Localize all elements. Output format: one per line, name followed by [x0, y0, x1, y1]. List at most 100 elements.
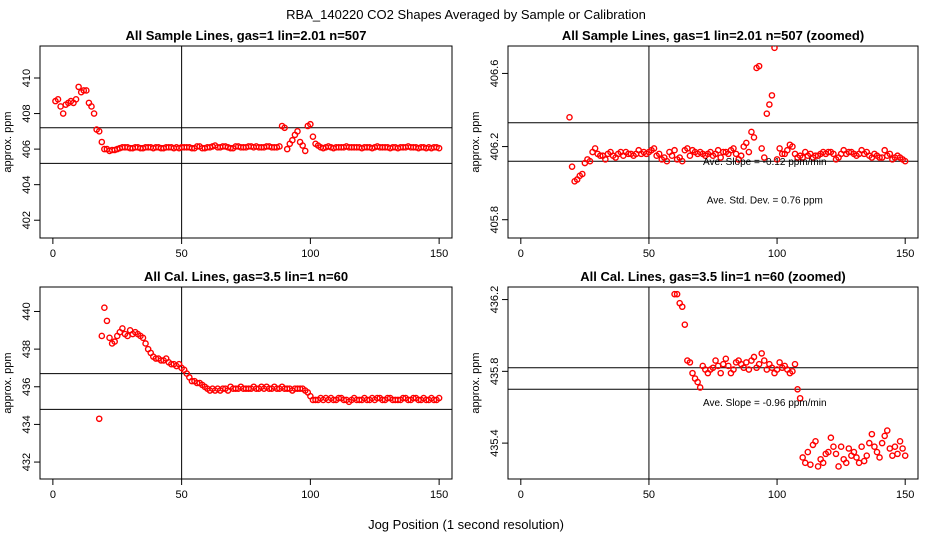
figure-title: RBA_140220 CO2 Shapes Averaged by Sample… — [286, 7, 646, 22]
data-series — [671, 290, 909, 470]
data-point — [871, 443, 878, 451]
data-point — [307, 120, 314, 128]
data-point — [799, 454, 806, 461]
data-point — [98, 332, 106, 340]
data-point — [435, 144, 443, 152]
data-series — [95, 304, 443, 423]
y-tick-label: 435.8 — [489, 358, 501, 386]
x-tick-label: 50 — [176, 489, 188, 501]
data-point — [54, 96, 62, 103]
data-point — [878, 439, 886, 447]
data-point — [794, 385, 801, 393]
data-point — [748, 128, 755, 136]
data-point — [804, 448, 812, 456]
data-point — [602, 156, 609, 163]
data-point — [686, 152, 694, 160]
data-point — [568, 163, 576, 170]
data-point — [858, 443, 865, 451]
data-point — [586, 157, 594, 165]
y-tick-label: 435.4 — [489, 429, 501, 457]
data-point — [283, 145, 291, 153]
data-point — [789, 368, 796, 375]
data-point — [681, 321, 689, 328]
data-point — [745, 366, 753, 373]
data-point — [289, 136, 296, 144]
x-tick-label: 0 — [50, 489, 56, 501]
y-axis-label: approx. ppm — [470, 352, 482, 413]
data-point — [299, 142, 306, 149]
data-point — [776, 359, 783, 366]
plot-frame — [39, 286, 453, 480]
data-point — [139, 334, 147, 342]
data-point — [689, 369, 696, 377]
data-point — [850, 448, 858, 456]
x-tick-label: 0 — [518, 489, 524, 501]
data-point — [663, 157, 671, 165]
data-point — [95, 415, 103, 423]
data-point — [719, 360, 727, 368]
data-point — [855, 459, 863, 467]
y-tick-label: 434 — [21, 415, 33, 433]
x-tick-label: 150 — [430, 248, 448, 260]
data-point — [98, 138, 106, 146]
data-point — [812, 438, 819, 445]
data-point — [807, 461, 814, 468]
y-tick-label: 410 — [21, 69, 33, 87]
data-point — [881, 146, 888, 154]
data-point — [435, 394, 443, 402]
data-point — [111, 338, 118, 345]
x-tick-label: 50 — [176, 248, 188, 260]
data-point — [758, 350, 765, 357]
data-series — [52, 83, 443, 155]
y-tick-label: 405.8 — [489, 206, 501, 234]
data-point — [566, 114, 573, 121]
x-tick-label: 100 — [768, 248, 786, 260]
data-point — [95, 128, 103, 135]
data-point — [853, 454, 860, 461]
y-axis-label: approx. ppm — [470, 111, 482, 172]
data-point — [678, 303, 686, 311]
data-point — [784, 146, 791, 154]
data-point — [309, 133, 317, 140]
figure-x-axis-label: Jog Position (1 second resolution) — [368, 517, 564, 532]
data-point — [725, 362, 732, 370]
data-point — [768, 92, 776, 99]
data-point — [650, 145, 658, 152]
data-point — [671, 146, 678, 154]
data-series — [566, 46, 909, 185]
data-point — [763, 110, 771, 117]
data-point — [59, 110, 67, 117]
data-point — [717, 369, 724, 377]
data-point — [101, 304, 108, 312]
data-point — [686, 359, 694, 366]
data-point — [773, 156, 781, 163]
data-point — [730, 145, 737, 152]
data-point — [881, 432, 888, 440]
data-point — [830, 150, 837, 158]
y-tick-label: 432 — [21, 453, 33, 471]
data-point — [766, 101, 773, 108]
data-point — [80, 87, 88, 94]
panel-title: All Cal. Lines, gas=3.5 lin=1 n=60 (zoom… — [580, 269, 846, 284]
panel-title: All Sample Lines, gas=1 lin=2.01 n=507 — [126, 28, 367, 43]
x-tick-label: 100 — [301, 489, 319, 501]
data-point — [281, 124, 288, 132]
data-point — [842, 459, 850, 467]
data-point — [758, 145, 765, 152]
data-point — [671, 290, 678, 298]
x-tick-label: 100 — [768, 489, 786, 501]
data-point — [103, 317, 111, 325]
y-tick-label: 436.2 — [489, 286, 501, 314]
data-point — [778, 150, 786, 158]
data-point — [72, 96, 80, 103]
data-point — [894, 450, 901, 458]
data-point — [863, 452, 871, 459]
data-point — [819, 459, 827, 467]
y-tick-label: 440 — [21, 302, 33, 320]
y-axis-label: approx. ppm — [2, 111, 14, 172]
data-point — [760, 154, 768, 161]
data-point — [760, 357, 768, 364]
data-point — [75, 83, 82, 91]
data-point — [119, 325, 126, 332]
x-tick-label: 0 — [518, 248, 524, 260]
